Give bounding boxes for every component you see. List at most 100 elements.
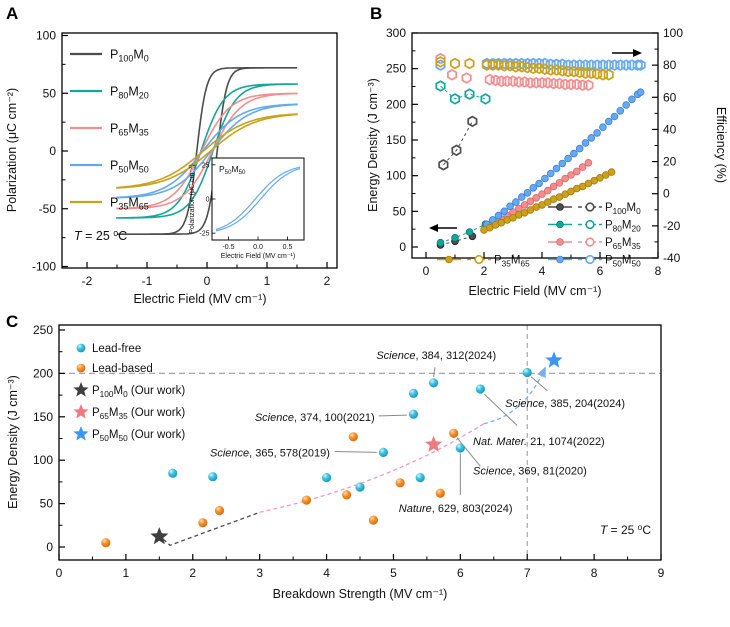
efficiency-point bbox=[487, 59, 498, 71]
energy-point bbox=[465, 228, 474, 236]
energy-point bbox=[581, 139, 590, 147]
x-tick-label: -1 bbox=[142, 274, 153, 288]
lead-free-point bbox=[208, 472, 218, 482]
efficiency-point bbox=[563, 59, 574, 71]
efficiency-point bbox=[513, 76, 524, 88]
legend-our-work-2: P50M50 (Our work) bbox=[92, 429, 185, 443]
y-right-tick: 80 bbox=[663, 58, 677, 72]
efficiency-point bbox=[449, 57, 461, 70]
efficiency-point bbox=[528, 62, 539, 75]
our-work-star-0 bbox=[150, 527, 169, 545]
series-3 bbox=[435, 57, 646, 229]
lead-free-point bbox=[355, 482, 365, 492]
x-axis-title: Breakdown Strength (MV cm⁻¹) bbox=[273, 587, 448, 601]
citation-annotation: Science, 385, 204(2024) bbox=[505, 398, 625, 410]
legend-c: Lead-free Lead-based P100M0 (Our work) P65M… bbox=[73, 343, 185, 443]
efficiency-point bbox=[435, 56, 446, 68]
x-tick-label: 0 bbox=[56, 566, 63, 580]
efficiency-point bbox=[536, 77, 548, 89]
y-left-tick: 300 bbox=[386, 26, 406, 40]
y-axis-title: Polarization (μC cm⁻²) bbox=[5, 88, 19, 212]
lead-based-point bbox=[214, 505, 225, 516]
x-tick-label: -2 bbox=[82, 274, 93, 288]
panel-a-hysteresis-chart: -2 -1 0 1 2 -100 -50 0 50 100 Electric Field (MV c… bbox=[5, 29, 338, 306]
energy-point bbox=[532, 194, 541, 202]
inset-y-title: Polarization (μC cm⁻²) bbox=[189, 164, 196, 234]
energy-point bbox=[636, 88, 645, 96]
x-tick-label: 2 bbox=[481, 264, 488, 278]
inset-y-tick: 0 bbox=[206, 197, 210, 204]
y-right-tick: 100 bbox=[663, 26, 683, 40]
x-tick-label: 4 bbox=[539, 264, 546, 278]
inset-chart: -0.5 0.0 0.5 25 0 -25 Electric Field (MV cm⁻¹)… bbox=[189, 157, 305, 260]
efficiency-point bbox=[435, 80, 446, 92]
efficiency-point bbox=[615, 59, 626, 71]
efficiency-point bbox=[451, 144, 462, 157]
energy-point bbox=[567, 171, 575, 179]
energy-point bbox=[622, 101, 630, 109]
efficiency-point bbox=[577, 79, 588, 91]
temperature-note: T = 25 oC bbox=[74, 228, 127, 243]
lead-free-point bbox=[408, 388, 419, 398]
efficiency-point bbox=[499, 60, 510, 72]
y-left-tick: 250 bbox=[386, 62, 406, 76]
efficiency-point bbox=[438, 159, 449, 171]
trend-trajectory bbox=[162, 366, 546, 547]
lead-free-point bbox=[168, 468, 178, 478]
legend-label: P100M0 bbox=[605, 202, 641, 216]
inset-y-tick: 25 bbox=[202, 162, 210, 169]
legend-label: P80M20 bbox=[110, 85, 149, 101]
y-tick-label: -100 bbox=[32, 260, 56, 274]
efficiency-point bbox=[531, 77, 542, 89]
citation-annotation: Science, 384, 312(2024) bbox=[376, 350, 496, 362]
efficiency-point bbox=[580, 59, 591, 71]
x-tick-label: 2 bbox=[189, 566, 196, 580]
energy-point bbox=[584, 159, 593, 167]
efficiency-point bbox=[545, 64, 556, 76]
panel-label-b: B bbox=[370, 4, 383, 23]
efficiency-point bbox=[551, 58, 562, 71]
energy-point bbox=[555, 179, 564, 187]
legend-label: P35M65 bbox=[110, 196, 149, 212]
y-tick-label: -50 bbox=[39, 202, 57, 216]
efficiency-point bbox=[522, 57, 533, 70]
energy-point bbox=[436, 238, 445, 247]
reference-lines bbox=[59, 325, 661, 560]
efficiency-point bbox=[635, 59, 646, 71]
y-right-tick: 60 bbox=[663, 90, 677, 104]
energy-point bbox=[538, 190, 546, 199]
y-tick-label: 50 bbox=[40, 497, 54, 511]
efficiency-point bbox=[545, 58, 556, 71]
legend-b: P100M0 P80M20 P65M35 P50M50 P35M65 bbox=[437, 202, 641, 268]
x-tick-label: 1 bbox=[123, 566, 130, 580]
panel-label-c: C bbox=[6, 312, 19, 331]
energy-point bbox=[549, 182, 558, 191]
lead-free-point bbox=[455, 443, 465, 453]
efficiency-point bbox=[583, 79, 594, 91]
x-tick-label: 0 bbox=[204, 274, 211, 288]
efficiency-point bbox=[621, 59, 632, 71]
energy-point bbox=[558, 159, 567, 168]
efficiency-point bbox=[586, 59, 597, 71]
lead-free-point bbox=[408, 409, 419, 419]
lead-based-point bbox=[449, 428, 459, 438]
panel-b-energy-efficiency-chart: 0 2 4 6 8050100150200250300-40-2002040608010… bbox=[366, 26, 728, 298]
x-tick-label: 8 bbox=[655, 264, 662, 278]
y-left-tick: 150 bbox=[386, 133, 406, 147]
axis-arrows bbox=[429, 49, 642, 232]
y-right-tick: 0 bbox=[663, 187, 670, 201]
pe-loops bbox=[116, 67, 298, 235]
inset-x-tick: -0.5 bbox=[222, 244, 234, 251]
y-tick-label: 100 bbox=[36, 29, 56, 43]
energy-point bbox=[564, 154, 572, 163]
legend-label: P50M50 bbox=[110, 159, 149, 175]
citation-annotation: Science, 369, 81(2020) bbox=[473, 466, 587, 478]
y-right-title: Efficiency (%) bbox=[714, 107, 728, 183]
pe-loop-series-2 bbox=[116, 92, 298, 210]
energy-point bbox=[616, 107, 625, 115]
y-right-tick: -20 bbox=[663, 219, 681, 233]
efficiency-point bbox=[435, 52, 446, 65]
efficiency-point bbox=[464, 57, 475, 70]
axes-ticks: 0 2 4 6 8050100150200250300-40-2002040608010… bbox=[386, 26, 683, 278]
